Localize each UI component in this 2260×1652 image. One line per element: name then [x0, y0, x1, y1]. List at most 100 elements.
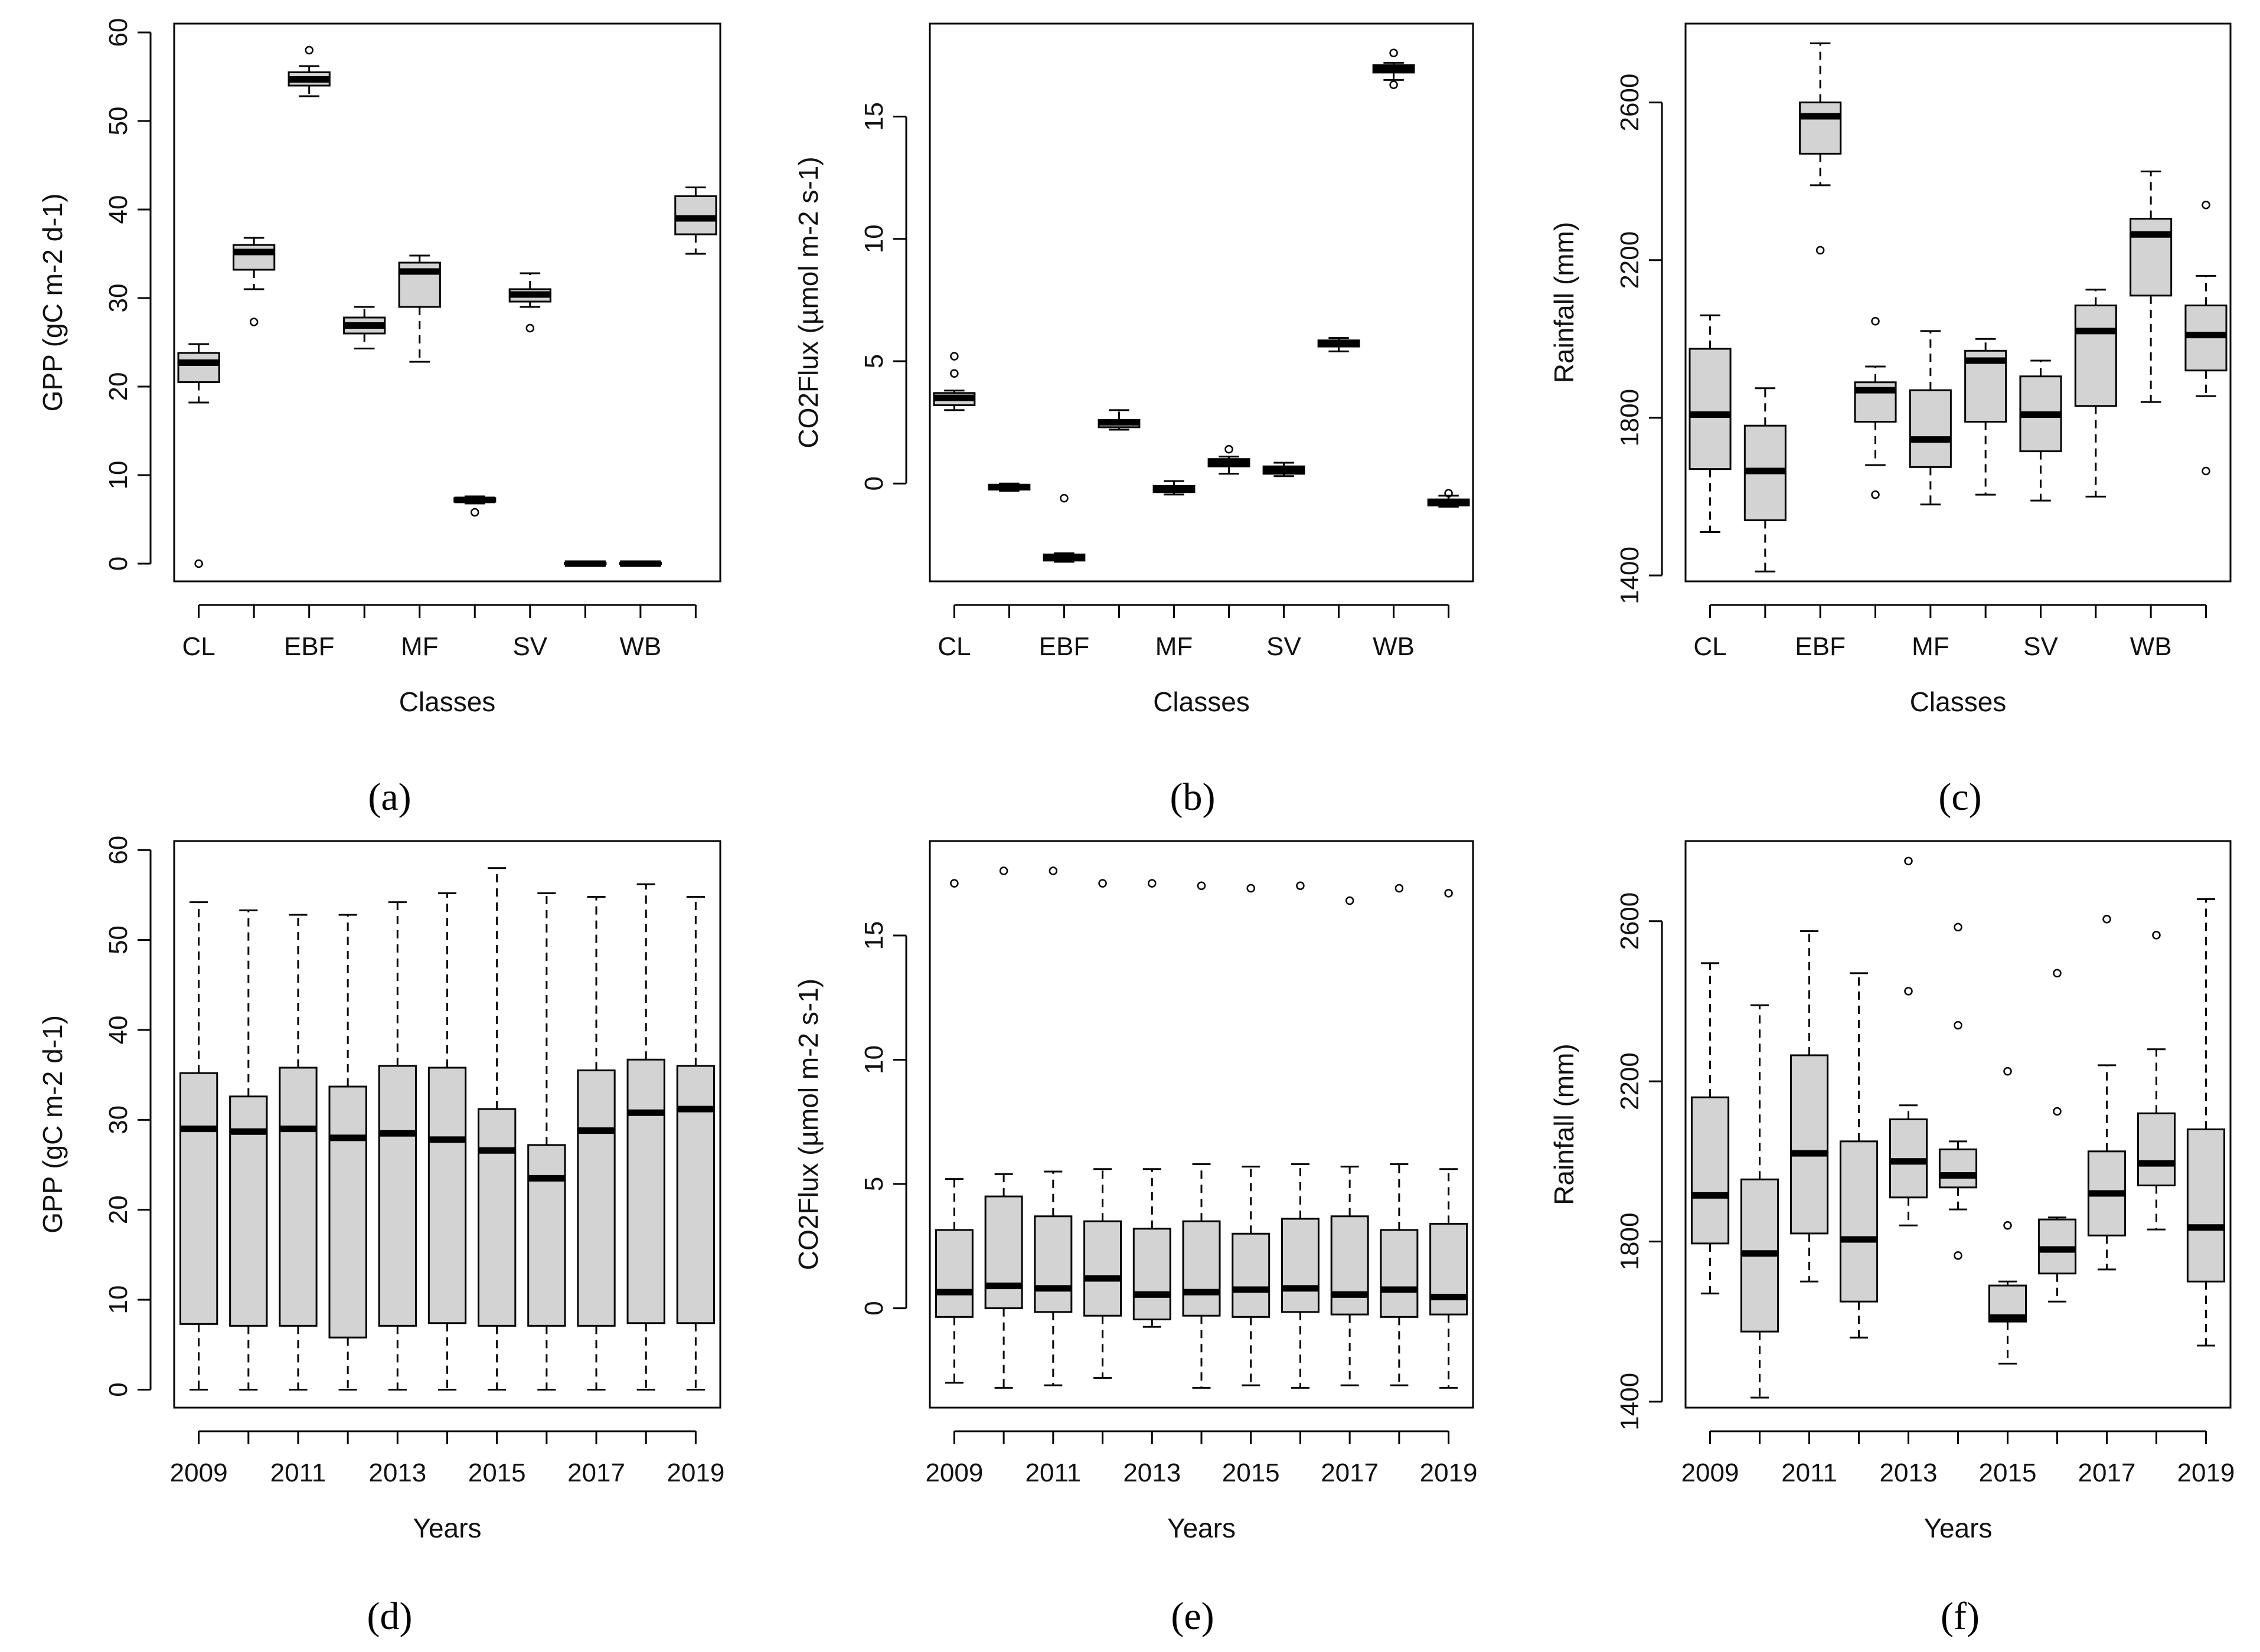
box-f-9: [2087, 915, 2127, 1271]
y-tick-label-e: 0: [860, 1301, 889, 1315]
outlier-point: [1904, 856, 1913, 866]
box-b-3: [1043, 493, 1086, 563]
box-f-11: [2186, 898, 2226, 1347]
y-tick-label-c: 1800: [1615, 389, 1644, 447]
box-a-8: [564, 560, 607, 567]
y-tick-label-b: 10: [860, 224, 889, 253]
y-tick-label-a: 20: [104, 372, 133, 401]
box-b-4: [1098, 409, 1141, 431]
box-body: [935, 1229, 974, 1318]
y-tick-label-d: 20: [104, 1195, 133, 1224]
box-c-4: [1854, 316, 1897, 499]
box-body: [177, 352, 220, 383]
x-tick-label-c: CL: [1693, 632, 1726, 661]
box-a-7: [508, 272, 551, 333]
box-body: [1909, 389, 1952, 468]
x-tick-label-f: 2013: [1880, 1458, 1938, 1487]
outlier-point: [1060, 493, 1069, 503]
box-body: [1429, 1222, 1468, 1316]
outlier-point: [1954, 1020, 1962, 1030]
x-tick-label-e: 2015: [1222, 1458, 1280, 1487]
panel-label-b: (b): [1170, 776, 1216, 819]
y-tick-label-a: 60: [104, 18, 133, 47]
x-tick-label-a: SV: [512, 632, 547, 661]
x-tick-label-a: MF: [401, 632, 439, 661]
box-body: [527, 1144, 566, 1327]
outlier-point: [2152, 931, 2161, 940]
outlier-point: [1904, 987, 1913, 996]
box-f-4: [1839, 972, 1879, 1339]
box-f-7: [1988, 1067, 2027, 1365]
x-tick-label-f: 2019: [2177, 1458, 2235, 1487]
box-d-10: [626, 883, 665, 1391]
y-axis-title-e: CO2Flux (µmol m-2 s-1): [793, 979, 824, 1270]
box-body: [279, 1067, 318, 1327]
plot-frame-d: [173, 840, 721, 1409]
box-a-6: [453, 495, 497, 517]
box-f-10: [2137, 931, 2176, 1231]
outlier-point: [2003, 1067, 2012, 1076]
box-body: [1083, 1220, 1122, 1317]
x-tick-label-b: MF: [1155, 632, 1193, 661]
box-c-6: [1964, 338, 2007, 496]
box-c-3: [1799, 42, 1842, 255]
x-tick-label-f: 2009: [1681, 1458, 1739, 1487]
y-tick-label-f: 1800: [1615, 1213, 1644, 1271]
x-tick-label-e: 2019: [1420, 1458, 1478, 1487]
y-tick-label-d: 50: [104, 925, 133, 954]
outlier-point: [525, 323, 535, 333]
box-a-1: [177, 343, 220, 568]
box-body: [179, 1072, 218, 1325]
x-tick-label-b: EBF: [1039, 632, 1090, 661]
box-d-11: [676, 895, 716, 1391]
box-a-4: [343, 306, 386, 349]
y-axis-title-f: Rainfall (mm): [1549, 1043, 1579, 1205]
outlier-point: [1954, 922, 1962, 932]
x-tick-label-c: SV: [2023, 632, 2058, 661]
outlier-point: [1098, 879, 1107, 888]
outlier-point: [2202, 466, 2210, 476]
box-e-5: [1132, 879, 1171, 1328]
panel-e: 0 5 10 15 2009 2011 2013 2015 2017 2019 Years CO2Fl…: [793, 840, 1478, 1543]
y-tick-label-f: 1400: [1615, 1373, 1644, 1431]
y-tick-label-f: 2600: [1615, 892, 1644, 950]
x-tick-label-c: EBF: [1795, 632, 1846, 661]
x-tick-label-e: 2017: [1321, 1458, 1379, 1487]
box-b-8: [1317, 337, 1360, 352]
box-d-3: [279, 914, 318, 1391]
box-body: [233, 244, 276, 271]
outlier-point: [1815, 246, 1825, 255]
box-f-2: [1740, 1004, 1779, 1399]
x-axis-title-e: Years: [1167, 1513, 1236, 1543]
outlier-point: [950, 369, 959, 378]
outlier-point: [249, 318, 259, 326]
box-body: [478, 1108, 517, 1327]
box-body: [577, 1069, 616, 1327]
box-c-9: [2130, 170, 2173, 403]
y-tick-label-d: 30: [104, 1105, 133, 1134]
box-a-5: [398, 254, 441, 363]
box-f-5: [1889, 856, 1928, 1226]
panel-d: 0 10 20 30 40 50 60 2009 2011 2013 2015 2017 2019 Yea…: [37, 836, 724, 1543]
y-tick-label-c: 2200: [1615, 231, 1644, 289]
box-d-9: [577, 895, 616, 1391]
box-body: [1232, 1232, 1271, 1318]
outlier-point: [305, 45, 313, 55]
plot-frame-e: [929, 840, 1474, 1409]
outlier-point: [1394, 884, 1404, 893]
box-body: [1034, 1215, 1073, 1313]
box-body: [328, 1085, 367, 1339]
y-tick-label-e: 5: [860, 1177, 889, 1191]
box-d-7: [478, 867, 517, 1391]
box-a-2: [233, 237, 276, 326]
x-tick-label-e: 2013: [1123, 1458, 1181, 1487]
x-tick-label-d: 2015: [468, 1458, 526, 1487]
box-body: [676, 1065, 716, 1324]
outlier-point: [2202, 200, 2210, 210]
x-axis-title-c: Classes: [1910, 686, 2007, 717]
box-f-6: [1938, 922, 1978, 1260]
box-body: [2074, 305, 2117, 407]
box-f-8: [2037, 969, 2077, 1303]
box-body: [1281, 1218, 1320, 1313]
